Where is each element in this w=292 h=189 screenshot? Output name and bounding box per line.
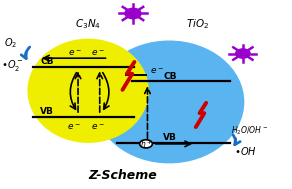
Text: $e^-$: $e^-$ [91,122,105,132]
Text: VB: VB [40,107,54,116]
Circle shape [140,140,152,148]
Text: $e^-$: $e^-$ [150,66,164,76]
Text: $\bullet OH$: $\bullet OH$ [234,145,257,157]
Text: $TiO_2$: $TiO_2$ [187,17,210,31]
Text: $e^-$: $e^-$ [68,49,82,58]
Text: VB: VB [163,133,177,142]
Text: CB: CB [163,71,177,81]
Text: $h^+$: $h^+$ [140,138,152,150]
Text: $e^-$: $e^-$ [91,49,105,58]
Circle shape [236,49,250,58]
Circle shape [125,8,141,19]
Text: $C_3N_4$: $C_3N_4$ [75,17,101,31]
Text: $O_2$: $O_2$ [4,36,18,50]
Ellipse shape [27,39,149,143]
Text: $H_2O/OH^-$: $H_2O/OH^-$ [231,125,269,137]
Text: $\bullet O_2^-$: $\bullet O_2^-$ [1,58,24,73]
Text: $e^-$: $e^-$ [67,122,81,132]
Text: Z-Scheme: Z-Scheme [88,169,157,182]
Text: CB: CB [40,57,54,66]
Ellipse shape [94,40,244,163]
